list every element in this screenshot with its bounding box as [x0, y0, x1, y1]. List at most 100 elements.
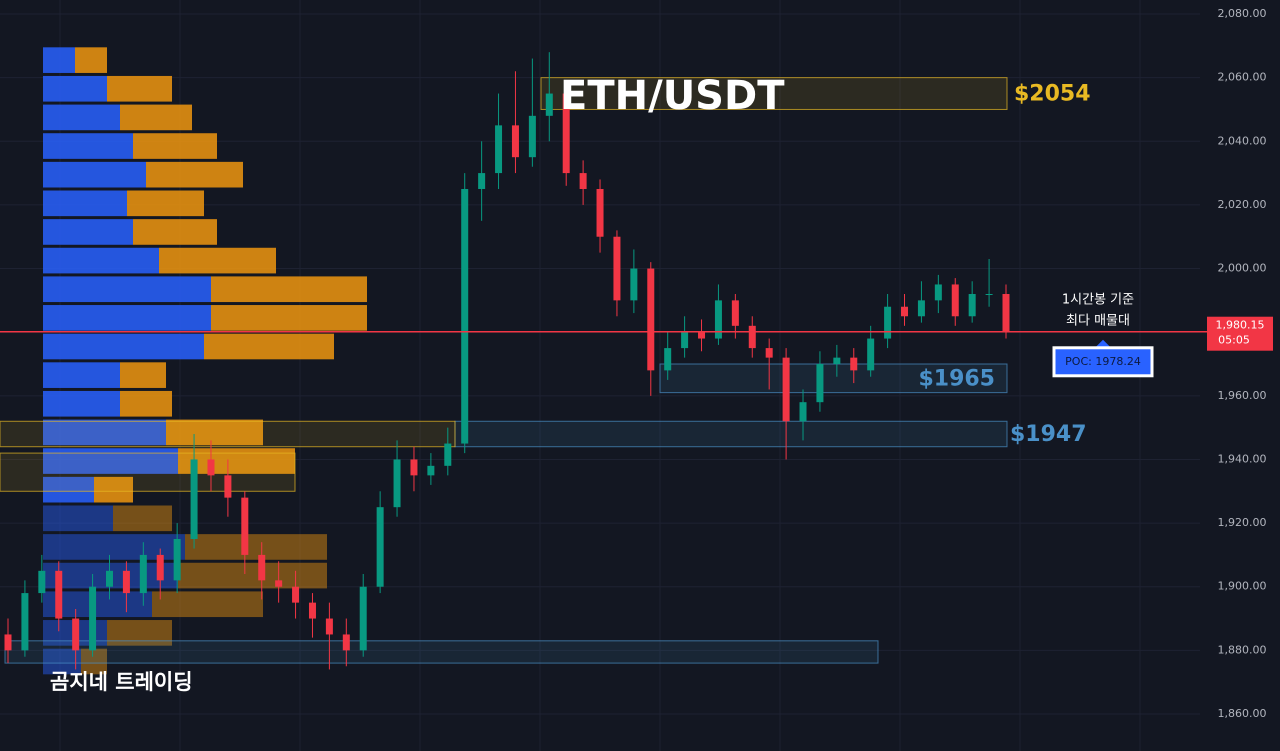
zone-label: $1947	[1010, 422, 1087, 447]
candle-body	[545, 93, 553, 116]
profile-bar	[43, 47, 75, 73]
candle-body	[968, 294, 976, 317]
candle-body	[850, 357, 858, 371]
candle-body	[359, 586, 367, 651]
profile-bar	[204, 333, 334, 360]
y-tick-label: 1,960.00	[1218, 389, 1267, 402]
candle-body	[951, 284, 959, 317]
candle-body	[495, 125, 503, 174]
candle-body	[207, 459, 215, 476]
profile-bar	[43, 448, 178, 474]
candle-body	[579, 173, 587, 189]
profile-bar	[159, 247, 276, 274]
profile-bar	[43, 390, 120, 417]
zone	[540, 77, 1008, 110]
candle-body	[647, 268, 655, 371]
y-tick-label: 2,060.00	[1218, 71, 1267, 84]
candle-body	[511, 125, 519, 158]
candle-body	[917, 300, 925, 317]
candle-body	[698, 332, 706, 339]
candle-body	[816, 364, 824, 403]
y-tick-label: 1,900.00	[1218, 580, 1267, 593]
poc-label: POC: 1978.24	[1065, 355, 1141, 368]
candle-body	[190, 459, 198, 539]
profile-bar	[43, 333, 204, 360]
price-tag-label: 1,980.15	[1216, 319, 1265, 332]
candle-body	[427, 465, 435, 476]
profile-bar	[107, 75, 172, 102]
profile-bar	[43, 305, 211, 331]
candle-body	[21, 593, 29, 651]
candle-body	[393, 459, 401, 508]
profile-bar	[133, 133, 217, 159]
annotation: 최다 매물대	[1066, 314, 1130, 329]
zone	[454, 420, 1008, 448]
profile-bar	[113, 505, 172, 532]
candle-body	[714, 300, 722, 339]
candle-body	[89, 586, 97, 651]
profile-bar	[152, 591, 263, 618]
zone-label: $2054	[1014, 82, 1091, 107]
candle-body	[782, 357, 790, 422]
candle-body	[630, 268, 638, 301]
profile-bar	[133, 219, 217, 245]
poc-box	[1052, 346, 1154, 378]
candle-body	[122, 570, 130, 594]
candle-body	[444, 443, 452, 466]
candle-body	[275, 580, 283, 587]
zone	[4, 640, 879, 664]
y-tick-label: 2,000.00	[1218, 262, 1267, 275]
profile-bar	[120, 362, 166, 388]
profile-bar	[43, 247, 159, 274]
zone	[0, 452, 296, 492]
candle-body	[664, 348, 672, 371]
candle-body	[156, 554, 164, 581]
watermark: 곰지네 트레이딩	[50, 670, 193, 694]
profile-bar	[120, 104, 192, 131]
profile-bar	[107, 620, 172, 646]
candle-body	[613, 236, 621, 301]
candle-body	[478, 173, 486, 189]
candle-body	[681, 332, 689, 349]
candle-body	[342, 634, 350, 651]
profile-bar	[43, 505, 113, 532]
candle-body	[258, 554, 266, 581]
candle-body	[833, 357, 841, 364]
candle-body	[765, 348, 773, 358]
profile-bar	[43, 190, 127, 217]
candle-body	[55, 570, 63, 619]
chart-title: ETH/USDT	[560, 73, 785, 119]
profile-bar	[43, 133, 133, 159]
profile-bar	[211, 276, 367, 303]
candle-body	[241, 497, 249, 555]
profile-bar	[127, 190, 204, 217]
candle-body	[4, 634, 12, 651]
profile-bar	[43, 362, 120, 388]
profile-bar	[81, 648, 107, 675]
y-tick-label: 1,920.00	[1218, 516, 1267, 529]
profile-bar	[43, 648, 81, 675]
candle-body	[867, 338, 875, 371]
candle-body	[325, 618, 333, 635]
profile-bar	[185, 534, 327, 560]
y-tick-label: 1,940.00	[1218, 452, 1267, 465]
candle-body	[799, 402, 807, 422]
profile-bar	[43, 476, 94, 503]
candle-body	[224, 475, 232, 498]
candle-body	[173, 539, 181, 581]
candle-body	[461, 189, 469, 444]
candle-body	[985, 294, 993, 295]
profile-bar	[43, 276, 211, 303]
price-tag	[1207, 316, 1273, 351]
profile-bar	[94, 476, 133, 503]
profile-bar	[120, 390, 172, 417]
candle-body	[308, 602, 316, 619]
y-tick-label: 2,020.00	[1218, 198, 1267, 211]
profile-bar	[43, 104, 120, 131]
profile-bar	[43, 75, 107, 102]
profile-bar	[178, 562, 327, 589]
zone	[0, 420, 456, 448]
candle-body	[1002, 294, 1010, 332]
